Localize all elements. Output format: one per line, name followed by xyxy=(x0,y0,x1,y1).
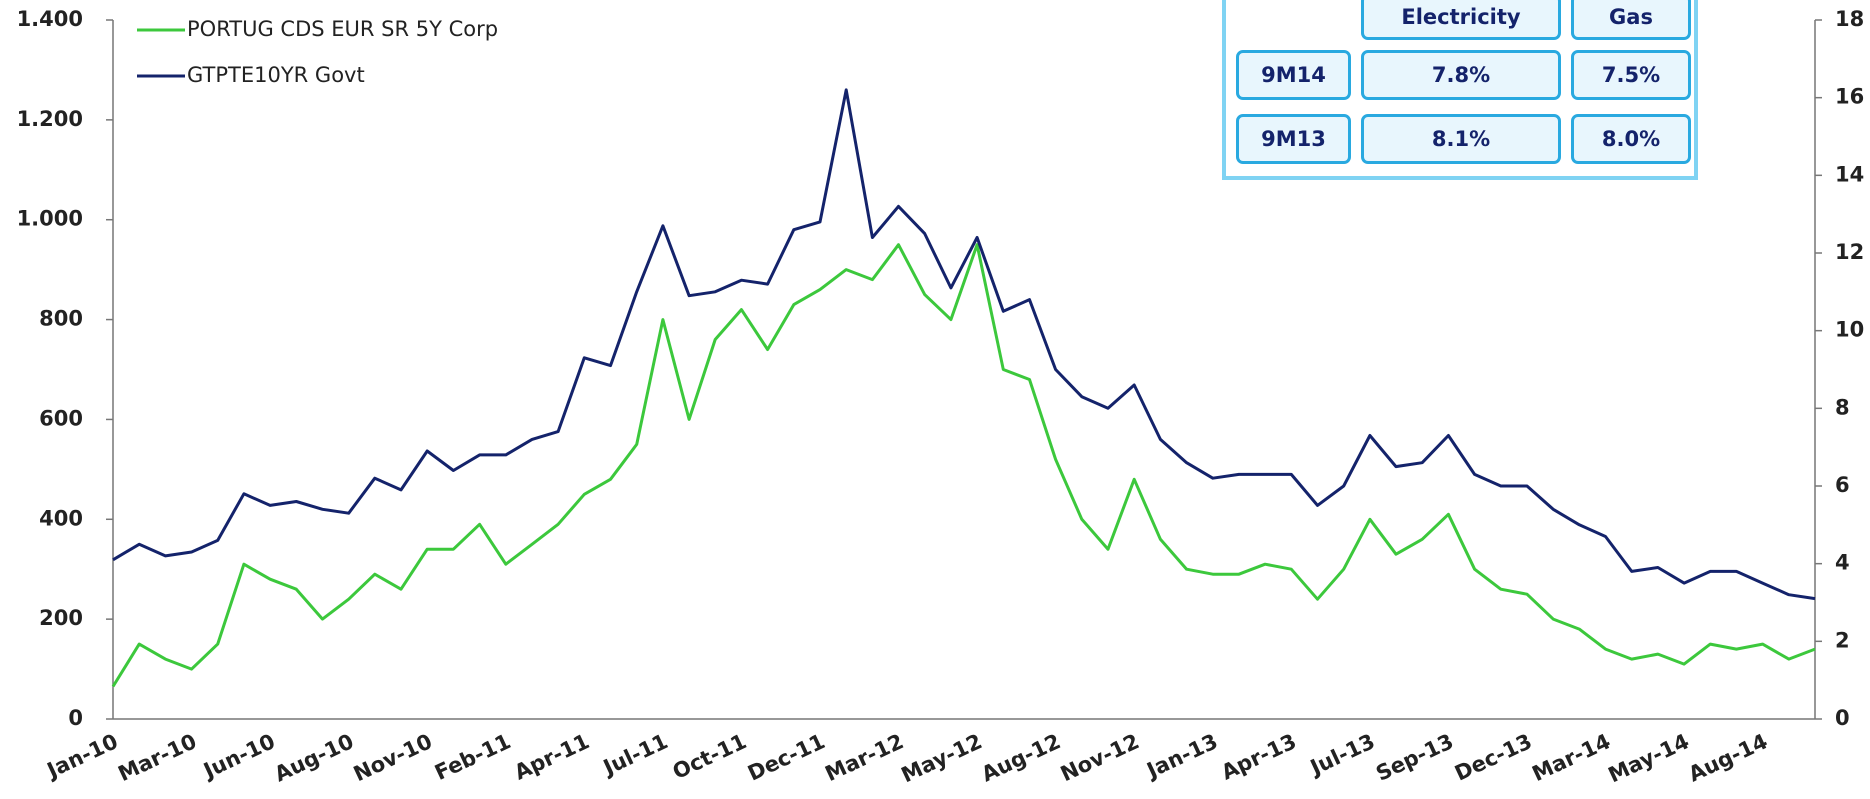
y2-tick-label: 18 xyxy=(1835,7,1864,31)
x-tick-label: Feb-11 xyxy=(431,729,514,785)
y-tick-label: 1.200 xyxy=(17,107,83,131)
y-tick-label: 600 xyxy=(39,406,83,430)
y2-tick-label: 8 xyxy=(1835,395,1850,419)
x-tick-label: Nov-12 xyxy=(1057,729,1143,786)
x-tick-label: Sep-13 xyxy=(1372,729,1457,786)
y-tick-label: 200 xyxy=(39,606,83,630)
table-row-label: 9M14 xyxy=(1236,50,1351,100)
x-tick-label: Dec-11 xyxy=(744,729,829,785)
table-cell: 7.5% xyxy=(1571,50,1691,100)
series-line xyxy=(111,243,1816,688)
summary-table: Electricity Gas 9M14 7.8% 7.5% 9M13 8.1%… xyxy=(1222,0,1698,180)
x-tick-label: Jan-13 xyxy=(1142,729,1222,783)
y-tick-label: 400 xyxy=(39,506,83,530)
y2-tick-label: 2 xyxy=(1835,628,1850,652)
table-cell: 8.1% xyxy=(1361,114,1561,164)
x-tick-label: Aug-14 xyxy=(1685,729,1771,786)
y-tick-label: 800 xyxy=(39,307,83,331)
x-tick-label: Oct-11 xyxy=(669,729,750,784)
x-tick-label: Apr-13 xyxy=(1218,729,1300,784)
x-tick-label: Dec-13 xyxy=(1451,729,1536,785)
y2-tick-label: 4 xyxy=(1835,551,1850,575)
table-header: Electricity xyxy=(1361,0,1561,40)
table-cell: 8.0% xyxy=(1571,114,1691,164)
x-tick-label: Aug-12 xyxy=(978,729,1064,786)
y2-tick-label: 16 xyxy=(1835,85,1864,109)
x-tick-label: Jul-11 xyxy=(598,729,671,780)
y2-tick-label: 6 xyxy=(1835,473,1850,497)
x-tick-label: Apr-11 xyxy=(511,729,593,784)
x-tick-label: Nov-10 xyxy=(350,729,436,786)
y2-tick-label: 0 xyxy=(1835,706,1850,730)
table-header: Gas xyxy=(1571,0,1691,40)
y2-tick-label: 14 xyxy=(1835,162,1864,186)
x-tick-label: Jun-10 xyxy=(198,729,279,784)
series-line xyxy=(112,88,1816,601)
y-tick-label: 0 xyxy=(68,706,83,730)
y-tick-label: 1.000 xyxy=(17,207,83,231)
x-tick-label: Mar-10 xyxy=(114,729,200,786)
x-tick-label: Jan-10 xyxy=(42,729,122,783)
legend-label: PORTUG CDS EUR SR 5Y Corp xyxy=(187,17,498,41)
y-tick-label: 1.400 xyxy=(17,7,83,31)
y2-tick-label: 10 xyxy=(1835,318,1864,342)
y2-tick-label: 12 xyxy=(1835,240,1864,264)
x-tick-label: Aug-10 xyxy=(271,729,357,786)
legend-label: GTPTE10YR Govt xyxy=(187,63,365,87)
table-row-label: 9M13 xyxy=(1236,114,1351,164)
x-tick-label: May-12 xyxy=(898,729,986,787)
x-tick-label: May-14 xyxy=(1605,729,1693,787)
table-cell: 7.8% xyxy=(1361,50,1561,100)
x-tick-label: Mar-14 xyxy=(1528,729,1614,786)
x-tick-label: Mar-12 xyxy=(821,729,907,786)
x-tick-label: Jul-13 xyxy=(1305,729,1378,780)
